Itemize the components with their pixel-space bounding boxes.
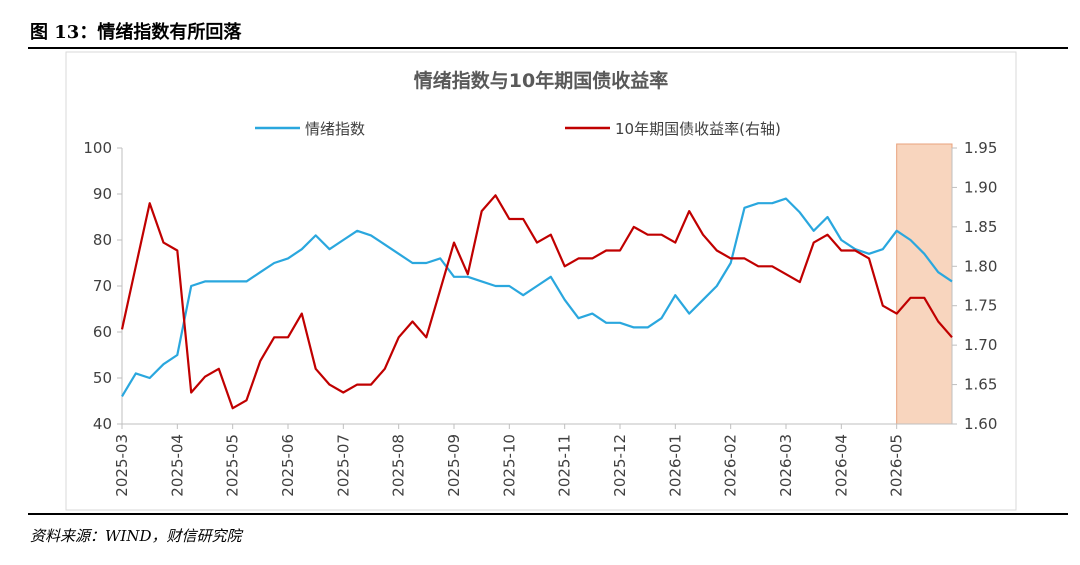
y-tick-label: 100 (83, 139, 112, 157)
y2-tick-label: 1.70 (964, 336, 997, 354)
x-tick-label: 2025-10 (500, 434, 518, 497)
chart-title: 情绪指数与10年期国债收益率 (414, 69, 668, 92)
x-tick-label: 2026-03 (777, 434, 795, 497)
x-tick-label: 2025-03 (113, 434, 131, 497)
x-tick-label: 2026-05 (888, 434, 906, 497)
x-tick-label: 2026-04 (832, 434, 850, 497)
x-tick-label: 2025-05 (224, 434, 242, 497)
y-tick-label: 80 (93, 231, 112, 249)
x-tick-label: 2025-12 (611, 434, 629, 497)
y2-tick-label: 1.75 (964, 297, 997, 315)
y-tick-label: 90 (93, 185, 112, 203)
x-tick-label: 2026-02 (722, 434, 740, 497)
source-note: 资料来源：WIND，财信研究院 (30, 527, 243, 545)
y-tick-label: 50 (93, 369, 112, 387)
y-tick-label: 40 (93, 415, 112, 433)
y-tick-label: 70 (93, 277, 112, 295)
series-line (121, 197, 953, 397)
x-tick-label: 2025-07 (334, 434, 352, 497)
y2-tick-label: 1.95 (964, 139, 997, 157)
legend-label: 情绪指数 (305, 120, 365, 138)
y-tick-label: 60 (93, 323, 112, 341)
series-line (120, 194, 953, 410)
x-tick-label: 2025-08 (390, 434, 408, 497)
x-tick-label: 2025-06 (279, 434, 297, 497)
y2-tick-label: 1.60 (964, 415, 997, 433)
y2-tick-label: 1.80 (964, 257, 997, 275)
x-tick-label: 2025-04 (168, 434, 186, 497)
figure-caption: 图 13：情绪指数有所回落 (30, 21, 242, 43)
x-tick-label: 2025-09 (445, 434, 463, 497)
y2-tick-label: 1.85 (964, 218, 997, 236)
x-tick-label: 2026-01 (666, 434, 684, 497)
highlight-band (896, 143, 953, 425)
legend-label: 10年期国债收益率(右轴) (615, 120, 781, 138)
chart-frame (65, 51, 1017, 511)
y2-tick-label: 1.65 (964, 376, 997, 394)
x-tick-label: 2025-11 (556, 434, 574, 497)
y2-tick-label: 1.90 (964, 178, 997, 196)
